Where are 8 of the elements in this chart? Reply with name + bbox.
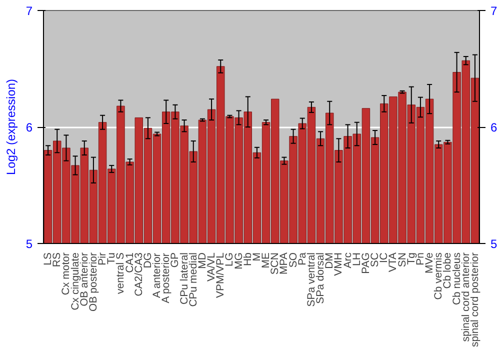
y-tick-label: 5 bbox=[26, 237, 33, 251]
y2-tick-label: 5 bbox=[490, 237, 498, 251]
y-axis-title: Log2 (expression) bbox=[4, 78, 18, 176]
x-tick-label: MVe bbox=[424, 252, 436, 274]
y2-tick-label: 6 bbox=[490, 120, 498, 134]
y-tick-label: 7 bbox=[26, 4, 33, 18]
y-tick-label: 6 bbox=[26, 120, 33, 134]
y2-tick-label: 7 bbox=[490, 4, 498, 18]
